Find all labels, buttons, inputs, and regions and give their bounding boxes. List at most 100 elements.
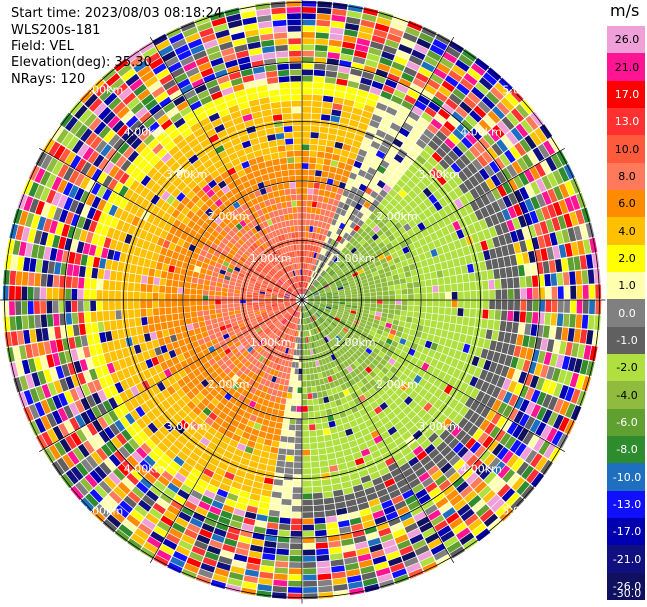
velocity-gate xyxy=(320,331,326,338)
velocity-gate xyxy=(284,295,290,298)
velocity-gate xyxy=(437,414,448,425)
velocity-gate xyxy=(142,325,150,334)
velocity-gate xyxy=(391,340,399,348)
velocity-gate xyxy=(302,480,312,487)
velocity-gate xyxy=(221,237,229,245)
velocity-gate xyxy=(112,120,125,133)
velocity-gate xyxy=(228,284,235,290)
velocity-gate xyxy=(440,445,452,457)
velocity-gate xyxy=(468,244,477,255)
velocity-gate xyxy=(302,474,312,481)
velocity-gate xyxy=(504,354,513,367)
velocity-gate xyxy=(350,269,357,275)
velocity-gate xyxy=(277,314,283,320)
velocity-gate xyxy=(348,254,355,261)
velocity-gate xyxy=(302,424,309,431)
velocity-gate xyxy=(68,170,80,184)
velocity-gate xyxy=(203,315,211,321)
velocity-gate xyxy=(338,305,345,309)
velocity-gate xyxy=(403,66,418,77)
velocity-gate xyxy=(393,169,404,179)
velocity-gate xyxy=(274,472,284,480)
velocity-gate xyxy=(194,346,202,354)
velocity-gate xyxy=(425,279,432,287)
velocity-gate xyxy=(454,266,462,275)
velocity-gate xyxy=(177,451,189,462)
velocity-gate xyxy=(88,436,100,451)
velocity-gate xyxy=(302,455,311,462)
velocity-gate xyxy=(332,292,339,295)
velocity-gate xyxy=(341,538,354,547)
velocity-gate xyxy=(408,456,420,467)
velocity-gate xyxy=(317,276,323,282)
velocity-gate xyxy=(355,314,362,319)
velocity-gate xyxy=(384,229,393,238)
velocity-gate xyxy=(359,272,366,278)
velocity-gate xyxy=(324,310,330,314)
velocity-gate xyxy=(102,175,113,188)
velocity-gate xyxy=(493,268,501,279)
velocity-gate xyxy=(315,283,321,289)
velocity-gate xyxy=(250,318,257,323)
velocity-gate xyxy=(419,556,436,568)
velocity-gate xyxy=(308,300,314,303)
velocity-gate xyxy=(175,516,189,528)
velocity-gate xyxy=(181,206,190,216)
velocity-gate xyxy=(271,293,278,297)
velocity-gate xyxy=(273,287,280,292)
velocity-gate xyxy=(309,277,313,284)
velocity-gate xyxy=(453,350,462,360)
velocity-gate xyxy=(259,322,266,327)
velocity-gate xyxy=(563,213,573,228)
velocity-gate xyxy=(286,321,291,328)
velocity-gate xyxy=(95,447,108,461)
velocity-gate xyxy=(292,393,298,400)
velocity-gate xyxy=(323,311,330,316)
velocity-gate xyxy=(260,260,267,267)
velocity-gate xyxy=(224,537,238,547)
velocity-gate xyxy=(372,476,384,486)
velocity-gate xyxy=(323,216,329,223)
velocity-gate xyxy=(331,330,337,337)
velocity-gate xyxy=(320,296,327,298)
velocity-gate xyxy=(108,472,121,486)
velocity-gate xyxy=(552,201,563,216)
velocity-gate xyxy=(2,285,9,300)
velocity-gate xyxy=(302,487,313,494)
velocity-gate xyxy=(280,309,287,314)
velocity-gate xyxy=(519,138,532,153)
velocity-gate xyxy=(34,401,46,417)
velocity-gate xyxy=(489,248,497,259)
velocity-gate xyxy=(507,472,520,487)
velocity-gate xyxy=(339,370,346,378)
velocity-gate xyxy=(417,222,426,231)
velocity-gate xyxy=(464,408,475,421)
velocity-gate xyxy=(278,529,290,537)
velocity-gate xyxy=(149,331,158,341)
velocity-gate xyxy=(152,418,163,430)
velocity-gate xyxy=(345,499,357,507)
velocity-gate xyxy=(474,481,488,494)
velocity-gate xyxy=(297,312,300,318)
velocity-gate xyxy=(368,410,377,419)
velocity-gate xyxy=(52,352,61,367)
velocity-gate xyxy=(303,555,316,562)
velocity-gate xyxy=(347,466,358,475)
velocity-gate xyxy=(447,242,456,252)
velocity-gate xyxy=(187,263,195,271)
velocity-gate xyxy=(288,308,294,313)
velocity-gate xyxy=(270,414,278,422)
velocity-gate xyxy=(46,287,53,300)
velocity-gate xyxy=(426,293,433,300)
velocity-gate xyxy=(122,319,130,329)
velocity-gate xyxy=(266,522,279,530)
velocity-gate xyxy=(186,400,196,410)
velocity-gate xyxy=(491,412,502,425)
velocity-gate xyxy=(446,489,459,502)
velocity-gate xyxy=(284,379,290,386)
velocity-gate xyxy=(31,372,41,387)
velocity-gate xyxy=(403,327,411,335)
velocity-gate xyxy=(23,257,31,272)
velocity-gate xyxy=(365,374,373,382)
velocity-gate xyxy=(52,287,59,300)
